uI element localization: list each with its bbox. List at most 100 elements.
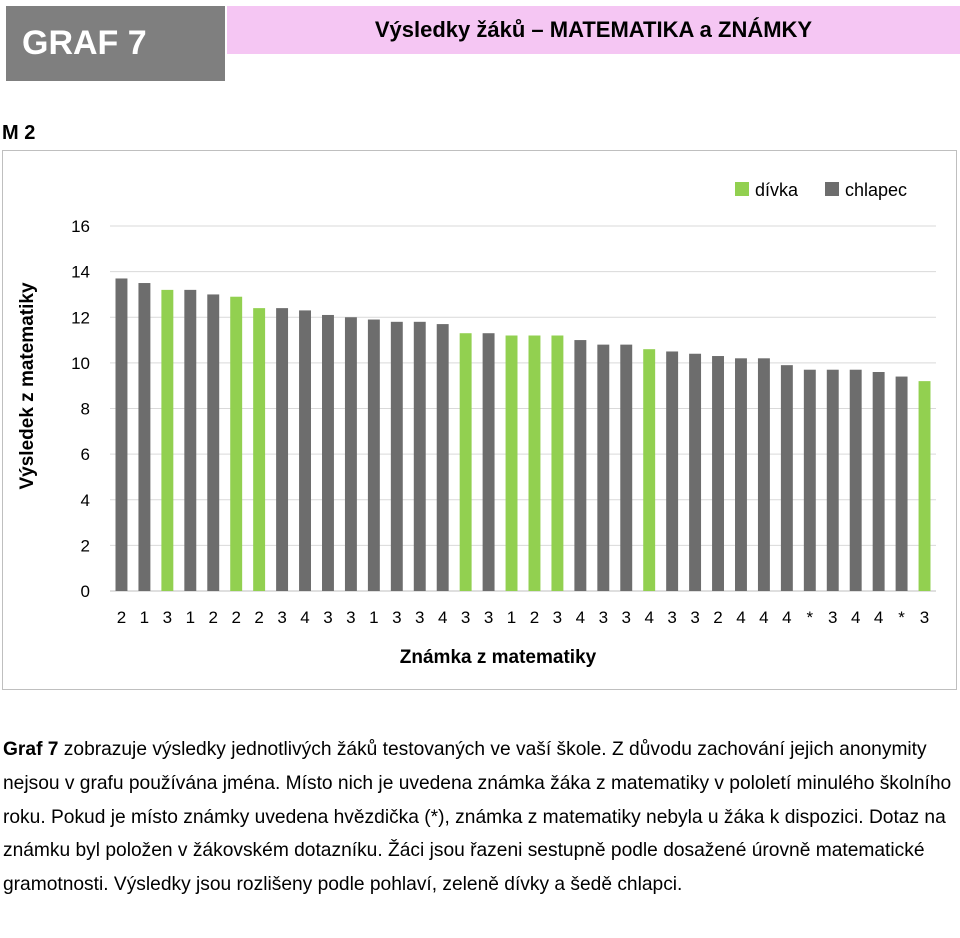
- bar: [643, 349, 656, 591]
- legend-label-boy: chlapec: [845, 180, 907, 200]
- caption-text: zobrazuje výsledky jednotlivých žáků tes…: [3, 739, 952, 896]
- x-tick-label: 4: [438, 608, 447, 627]
- bar: [918, 381, 931, 591]
- bar: [666, 351, 679, 591]
- caption-paragraph: Graf 7 zobrazuje výsledky jednotlivých ž…: [3, 733, 958, 902]
- y-tick-label: 2: [81, 536, 90, 555]
- bar: [826, 369, 839, 591]
- bar: [780, 365, 793, 591]
- y-tick-label: 10: [71, 354, 90, 373]
- bar: [367, 319, 380, 591]
- bar: [230, 296, 243, 591]
- bar: [390, 321, 403, 591]
- bar: [505, 335, 518, 591]
- bar: [757, 358, 770, 591]
- bar: [482, 333, 495, 591]
- y-tick-label: 8: [81, 400, 90, 419]
- x-tick-label: 3: [461, 608, 470, 627]
- x-tick-label: 3: [622, 608, 631, 627]
- x-tick-label: 3: [484, 608, 493, 627]
- legend-swatch-boy: [825, 182, 839, 196]
- x-tick-label: 2: [231, 608, 240, 627]
- bar: [276, 308, 289, 591]
- y-tick-label: 4: [81, 491, 90, 510]
- x-tick-label: 1: [186, 608, 195, 627]
- x-tick-label: 4: [736, 608, 745, 627]
- bar: [161, 289, 174, 591]
- x-tick-label: 4: [759, 608, 768, 627]
- bar: [872, 372, 885, 591]
- y-tick-label: 0: [81, 582, 90, 601]
- bar: [528, 335, 541, 591]
- x-tick-label: 3: [163, 608, 172, 627]
- x-tick-label: 3: [920, 608, 929, 627]
- bar: [689, 353, 702, 591]
- x-tick-label: 1: [140, 608, 149, 627]
- x-tick-label: 4: [782, 608, 791, 627]
- x-tick-label: 1: [507, 608, 516, 627]
- legend: dívka chlapec: [735, 180, 907, 200]
- legend-label-girl: dívka: [755, 180, 799, 200]
- x-tick-label: 3: [667, 608, 676, 627]
- section-label: M 2: [2, 122, 36, 144]
- y-tick-label: 16: [71, 217, 90, 236]
- bar: [620, 344, 633, 591]
- bar: [138, 283, 151, 591]
- bar: [253, 308, 266, 591]
- bar: [115, 278, 128, 591]
- x-tick-label: 4: [851, 608, 860, 627]
- y-axis-label: Výsledek z matematiky: [17, 282, 38, 489]
- bar: [299, 310, 311, 591]
- x-tick-label: 3: [323, 608, 332, 627]
- x-tick-label: 3: [415, 608, 424, 627]
- x-tick-label: *: [898, 608, 905, 627]
- bar: [413, 321, 426, 591]
- y-tick-label: 14: [71, 263, 90, 282]
- bar: [712, 356, 724, 591]
- bar: [735, 358, 747, 591]
- bar: [344, 317, 357, 591]
- bar: [551, 335, 564, 591]
- page-title: Výsledky žáků – MATEMATIKA a ZNÁMKY: [227, 6, 960, 54]
- graph-number-badge: GRAF 7: [6, 6, 225, 81]
- x-tick-label: 2: [117, 608, 126, 627]
- x-tick-label: 3: [346, 608, 355, 627]
- x-tick-label: 4: [644, 608, 653, 627]
- x-axis-label: Známka z matematiky: [400, 647, 597, 668]
- legend-swatch-girl: [735, 182, 749, 196]
- caption-lead: Graf 7: [3, 739, 59, 760]
- bar: [322, 314, 334, 591]
- bar: [207, 294, 220, 591]
- x-tick-label: 4: [576, 608, 585, 627]
- y-tick-label: 6: [81, 445, 90, 464]
- y-axis-ticks: 0 2 4 6 8 10 12 14 16: [71, 217, 90, 601]
- x-tick-label: 3: [828, 608, 837, 627]
- x-tick-label: *: [806, 608, 813, 627]
- x-tick-label: 4: [874, 608, 883, 627]
- x-tick-label: 3: [690, 608, 699, 627]
- bar: [803, 369, 816, 591]
- x-tick-label: 1: [369, 608, 378, 627]
- x-tick-label: 4: [300, 608, 309, 627]
- y-tick-label: 12: [71, 308, 90, 327]
- x-tick-label: 3: [599, 608, 608, 627]
- grid-lines: [110, 225, 936, 592]
- x-tick-label: 3: [553, 608, 562, 627]
- bar: [184, 289, 197, 591]
- bar: [574, 340, 587, 591]
- bar: [895, 376, 908, 591]
- x-tick-label: 2: [530, 608, 539, 627]
- bar: [459, 333, 472, 591]
- x-axis-ticks: 2 1 3 1 2 2 2 3 4 3 3 1 3 3 4 3 3 1 2 3 4 3 3 4 3 3 2 4 4 4 * 3 4 4 * 3: [117, 608, 930, 627]
- bar: [849, 369, 862, 591]
- x-tick-label: 2: [254, 608, 263, 627]
- x-tick-label: 2: [713, 608, 722, 627]
- bar: [436, 324, 449, 591]
- x-tick-label: 2: [209, 608, 218, 627]
- x-tick-label: 3: [277, 608, 286, 627]
- bar: [597, 344, 610, 591]
- bars: [115, 278, 931, 591]
- x-tick-label: 3: [392, 608, 401, 627]
